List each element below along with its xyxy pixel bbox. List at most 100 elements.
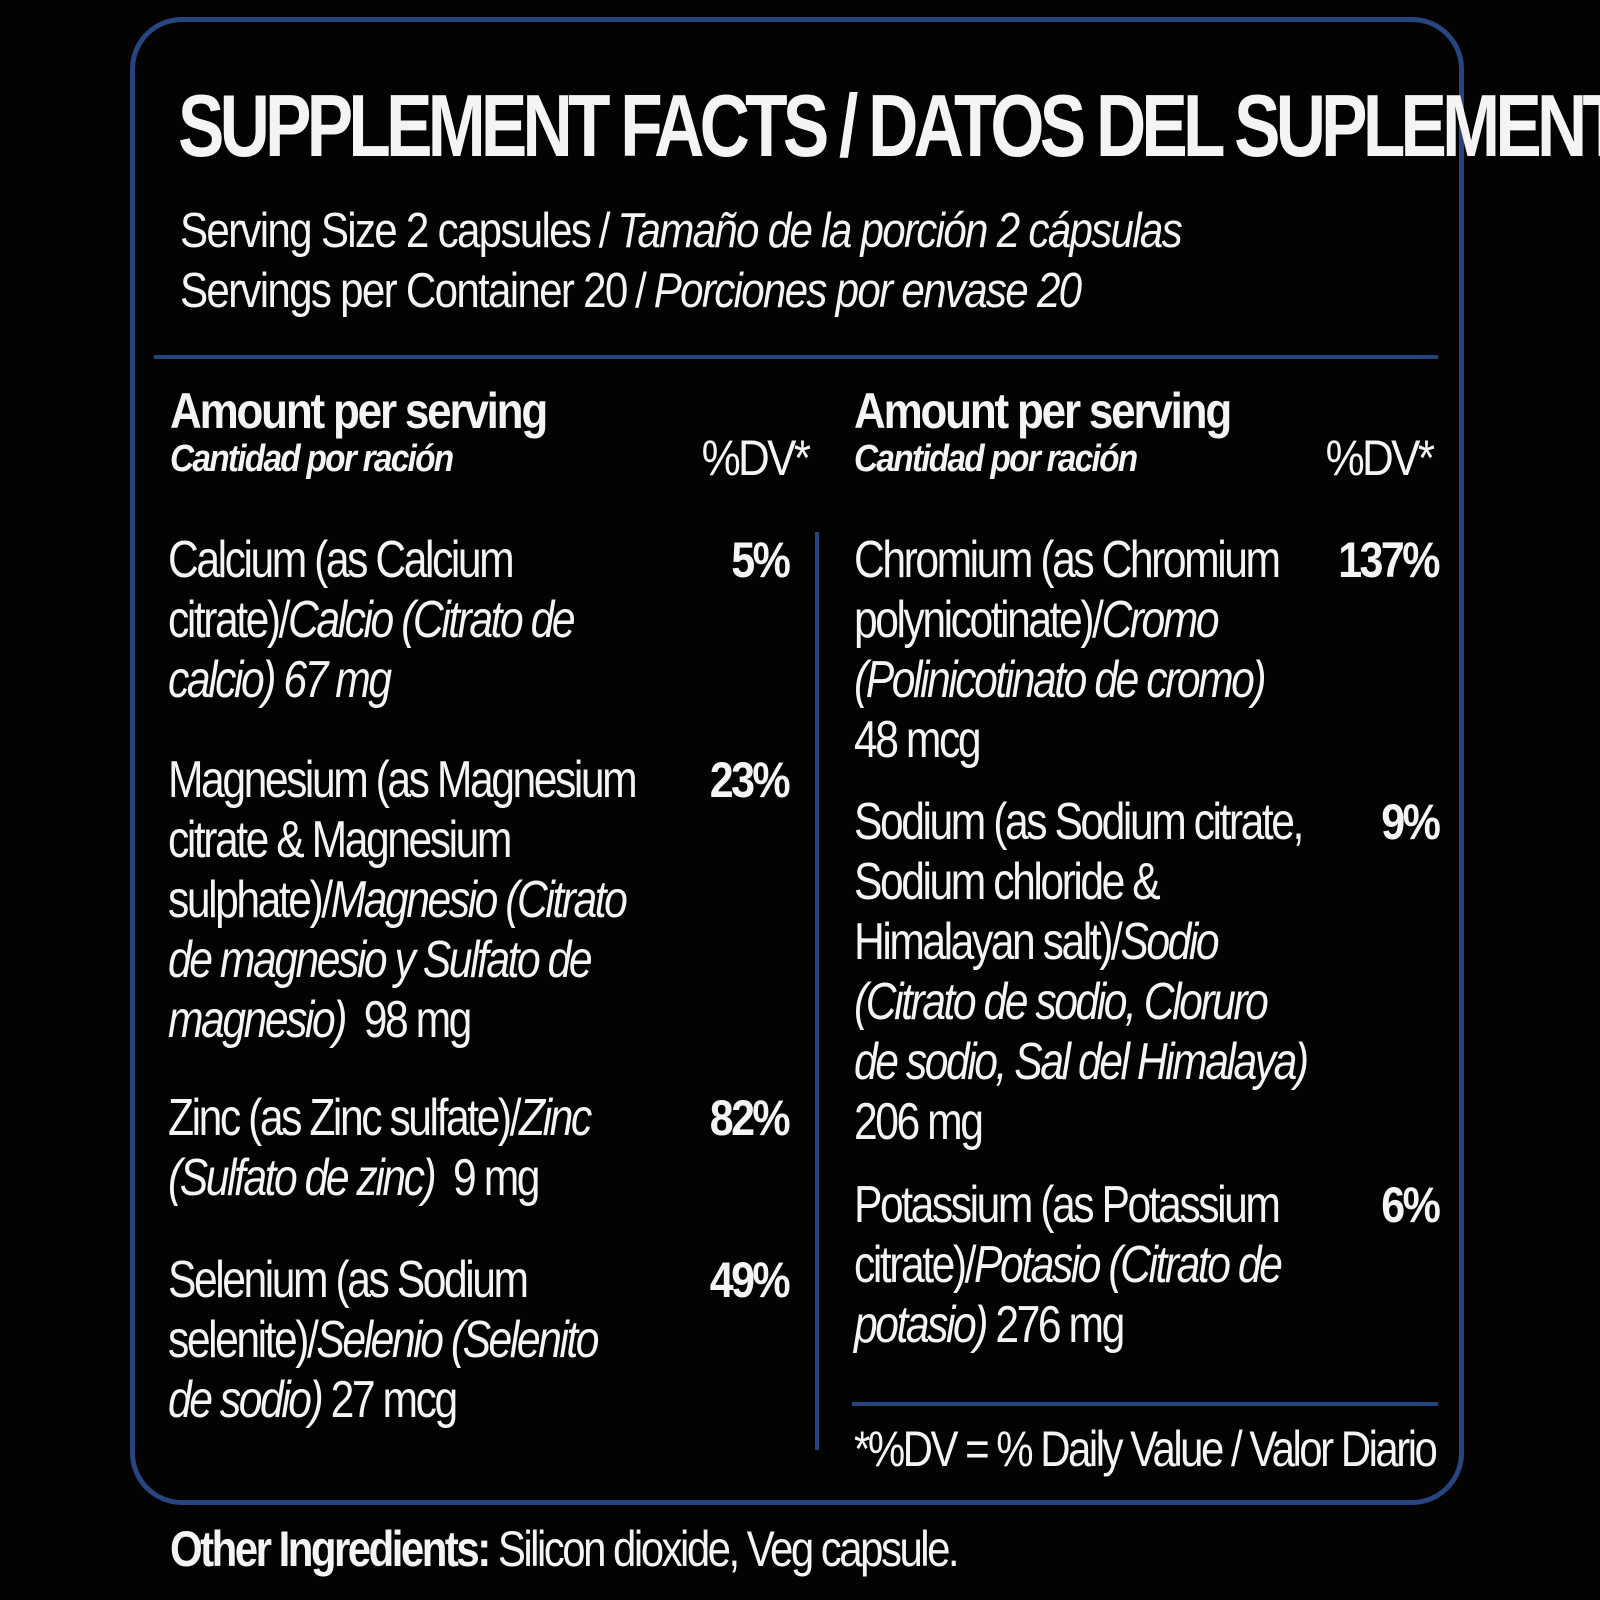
nutrient-name-es: potasio)	[854, 1296, 988, 1354]
nutrient-row: Sodium (as Sodium citrate, Sodium chlorid…	[854, 792, 1309, 1152]
nutrient-line: Calcium (as Calcium	[168, 530, 573, 590]
supplement-facts-panel	[130, 17, 1464, 1505]
left-amount-header-es: Cantidad por ración	[170, 438, 454, 480]
servings-per-container: Servings per Container 20/Porciones por …	[180, 263, 1082, 319]
nutrient-name-en: Potassium (as Potassium	[854, 1176, 1281, 1234]
nutrient-line: de sodio) 27 mcg	[168, 1370, 597, 1430]
left-column-header: Amount per serving Cantidad por ración	[170, 384, 597, 481]
nutrient-dv: 82%	[709, 1090, 791, 1146]
nutrient-name-es: (Citrato de sodio, Cloruro	[854, 973, 1269, 1031]
nutrient-line: (Citrato de sodio, Cloruro	[854, 972, 1307, 1032]
nutrient-line: polynicotinate)/Cromo	[854, 590, 1279, 650]
nutrient-line: magnesio) 98 mg	[168, 990, 635, 1050]
dv-footnote: *%DV = % Daily Value / Valor Diario	[854, 1421, 1438, 1477]
nutrient-line: citrate)/Calcio (Citrato de	[168, 590, 576, 650]
nutrient-line: (Sulfato de zinc) 9 mg	[168, 1148, 590, 1208]
page-title: SUPPLEMENT FACTS / DATOS DEL SUPLEMENTO	[178, 76, 1600, 175]
nutrient-name-en: 27 mcg	[321, 1371, 459, 1429]
nutrient-name-en: polynicotinate)/	[854, 591, 1104, 649]
nutrient-name-es: de sodio, Sal del Himalaya)	[854, 1033, 1309, 1091]
nutrient-line: Sodium chloride &	[854, 852, 1307, 912]
nutrient-line: Sodium (as Sodium citrate,	[854, 792, 1307, 852]
nutrient-line: Chromium (as Chromium	[854, 530, 1281, 590]
nutrient-name-en: Zinc (as Zinc sulfate)/	[168, 1089, 521, 1147]
nutrient-name-en: citrate)/	[854, 1236, 976, 1294]
column-divider	[815, 532, 819, 1450]
servings-per-container-en: Servings per Container 20	[180, 264, 628, 318]
left-dv-header: %DV*	[701, 430, 810, 486]
nutrient-line: calcio) 67 mg	[168, 650, 573, 710]
nutrient-name-es: de magnesio y Sulfato de	[168, 931, 593, 989]
nutrient-line: de sodio, Sal del Himalaya)	[854, 1032, 1309, 1092]
nutrient-line: 206 mg	[854, 1092, 1307, 1152]
nutrient-line: Himalayan salt)/Sodio	[854, 912, 1307, 972]
servings-per-container-separator: /	[635, 264, 647, 318]
nutrient-dv: 9%	[1381, 794, 1441, 850]
nutrient-row: Calcium (as Calcium citrate)/Calcio (Citr…	[168, 530, 576, 710]
nutrient-line: 48 mcg	[854, 710, 1279, 770]
nutrient-row: Selenium (as Sodium selenite)/Selenio (Se…	[168, 1250, 599, 1430]
other-ingredients-value: Silicon dioxide, Veg capsule.	[488, 1521, 960, 1577]
right-dv-header: %DV*	[1325, 430, 1434, 486]
servings-per-container-es: Porciones por envase 20	[653, 264, 1082, 318]
nutrient-name-en: Selenium (as Sodium	[168, 1251, 529, 1309]
nutrient-dv: 6%	[1381, 1177, 1441, 1233]
nutrient-name-en: 9 mg	[434, 1149, 540, 1207]
nutrient-name-es: Magnesio (Citrato	[330, 871, 628, 929]
nutrient-name-en: citrate & Magnesium	[168, 811, 512, 869]
nutrient-name-en: Calcium (as Calcium	[168, 531, 515, 589]
nutrient-dv: 23%	[709, 752, 791, 808]
nutrient-name-en: sulphate)/	[168, 871, 333, 929]
right-column-header: Amount per serving Cantidad por ración	[854, 384, 1281, 481]
nutrient-name-en: Magnesium (as Magnesium	[168, 751, 638, 809]
serving-size-en: Serving Size 2 capsules	[180, 204, 592, 258]
other-ingredients: Other Ingredients: Silicon dioxide, Veg …	[170, 1521, 960, 1577]
nutrient-name-es: Sodio	[1120, 913, 1219, 971]
nutrient-row: Chromium (as Chromium polynicotinate)/Cro…	[854, 530, 1281, 770]
nutrient-name-en: 206 mg	[854, 1093, 984, 1151]
nutrient-line: Selenium (as Sodium	[168, 1250, 597, 1310]
other-ingredients-label: Other Ingredients:	[170, 1521, 491, 1577]
nutrient-name-es: (Sulfato de zinc)	[168, 1149, 437, 1207]
nutrient-row: Magnesium (as Magnesium citrate & Magnesi…	[168, 750, 638, 1050]
nutrient-name-en: Himalayan salt)/	[854, 913, 1123, 971]
left-amount-header-en: Amount per serving	[170, 383, 548, 439]
nutrient-line: potasio) 276 mg	[854, 1295, 1280, 1355]
nutrient-name-en: Chromium (as Chromium	[854, 531, 1281, 589]
serving-size-separator: /	[598, 204, 611, 258]
nutrient-name-es: Potasio (Citrato de	[974, 1236, 1283, 1294]
nutrient-name-es: de sodio)	[168, 1371, 324, 1429]
header-divider	[154, 355, 1438, 359]
nutrient-name-es: Calcio (Citrato de	[288, 591, 576, 649]
serving-size: Serving Size 2 capsules / Tamaño de la por…	[180, 203, 1183, 259]
nutrient-name-en: 98 mg	[344, 991, 473, 1049]
nutrient-name-en: 48 mcg	[854, 711, 982, 769]
nutrient-name-es: Cromo	[1101, 591, 1219, 649]
nutrient-name-en: Sodium (as Sodium citrate,	[854, 793, 1304, 851]
nutrient-name-en: citrate)/	[168, 591, 290, 649]
nutrient-row: Potassium (as Potassium citrate)/Potasio …	[854, 1175, 1283, 1355]
nutrient-name-en: 276 mg	[986, 1296, 1125, 1354]
nutrient-row: Zinc (as Zinc sulfate)/Zinc (Sulfato de z…	[168, 1088, 592, 1208]
right-amount-header-es: Cantidad por ración	[854, 438, 1138, 480]
nutrient-line: citrate)/Potasio (Citrato de	[854, 1235, 1283, 1295]
nutrient-line: citrate & Magnesium	[168, 810, 635, 870]
nutrient-line: Magnesium (as Magnesium	[168, 750, 638, 810]
nutrient-name-es: (Polinicotinato de cromo)	[854, 651, 1267, 709]
nutrient-name-es: calcio) 67 mg	[168, 651, 392, 709]
nutrient-line: Potassium (as Potassium	[854, 1175, 1281, 1235]
nutrient-line: (Polinicotinato de cromo)	[854, 650, 1279, 710]
nutrient-name-es: magnesio)	[168, 991, 347, 1049]
nutrient-line: de magnesio y Sulfato de	[168, 930, 635, 990]
nutrient-line: selenite)/Selenio (Selenito	[168, 1310, 599, 1370]
nutrient-name-en: selenite)/	[168, 1311, 319, 1369]
footnote-divider	[852, 1402, 1438, 1406]
right-amount-header-en: Amount per serving	[854, 383, 1232, 439]
nutrient-dv: 49%	[709, 1252, 791, 1308]
serving-size-es: Tamaño de la porción 2 cápsulas	[617, 204, 1182, 258]
nutrient-name-es: Zinc	[518, 1089, 592, 1147]
nutrient-line: sulphate)/Magnesio (Citrato	[168, 870, 635, 930]
nutrient-dv: 5%	[731, 532, 791, 588]
nutrient-name-en: Sodium chloride &	[854, 853, 1161, 911]
nutrient-name-es: Selenio (Selenito	[316, 1311, 599, 1369]
